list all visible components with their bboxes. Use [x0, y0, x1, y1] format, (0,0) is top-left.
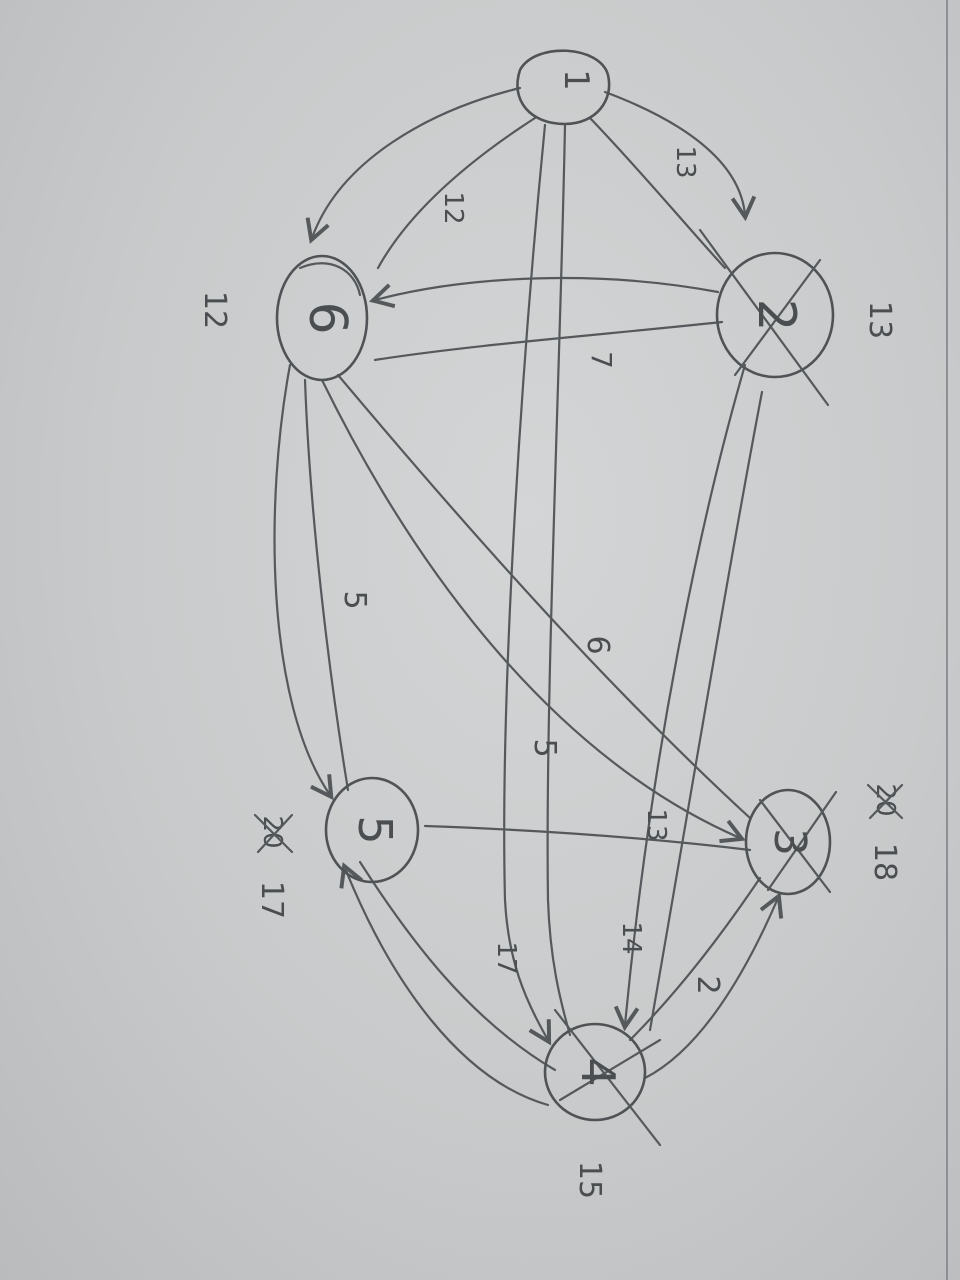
node-5-label: 5 [348, 815, 402, 844]
node-6-note: 12 [197, 291, 232, 329]
node-1-label: 1 [556, 69, 596, 91]
node-3-note: 18 [867, 843, 902, 881]
edge-6-5 [273, 363, 350, 801]
weight-1-2: 13 [670, 145, 700, 178]
node-6: 6 12 [197, 254, 369, 382]
edge-5-3 [423, 824, 752, 852]
node-3-crossed-note: 20 [866, 783, 904, 820]
page-margin-line [946, 0, 948, 1280]
weight-1-4: 17 [491, 941, 521, 974]
node-1: 1 [516, 49, 611, 126]
weight-2-6: 7 [585, 351, 618, 369]
edge-6-3 [320, 373, 752, 844]
weight-1-6: 12 [438, 191, 468, 224]
weight-4-3: 2 [690, 975, 725, 994]
node-4: 4 15 [543, 1008, 662, 1199]
node-4-note: 15 [572, 1161, 607, 1199]
edge-4-3 [628, 876, 784, 1080]
node-3: 3 20 18 [744, 783, 904, 896]
weight-6-5: 5 [337, 590, 372, 609]
node-4-label: 4 [571, 1057, 625, 1086]
edge-4-5 [339, 860, 557, 1107]
node-5-note: 17 [254, 881, 289, 919]
weight-5-3: 13 [641, 808, 671, 841]
node-6-label: 6 [297, 301, 357, 334]
edge-1-4 [503, 123, 572, 1046]
node-5: 5 20 17 [253, 776, 420, 919]
node-2: 2 13 [698, 228, 897, 407]
edge-2-6 [368, 276, 724, 362]
node-2-label: 2 [746, 298, 806, 331]
weight-6-4: 5 [527, 738, 562, 757]
edge-1-2 [588, 90, 757, 270]
edge-2-4 [613, 363, 764, 1032]
node-5-crossed-note: 20 [253, 813, 294, 854]
weight-6-3: 6 [580, 635, 615, 654]
edge-1-6 [305, 86, 537, 270]
node-3-label: 3 [764, 828, 815, 856]
node-2-note: 13 [862, 301, 897, 339]
weight-2-4: 14 [616, 921, 646, 954]
